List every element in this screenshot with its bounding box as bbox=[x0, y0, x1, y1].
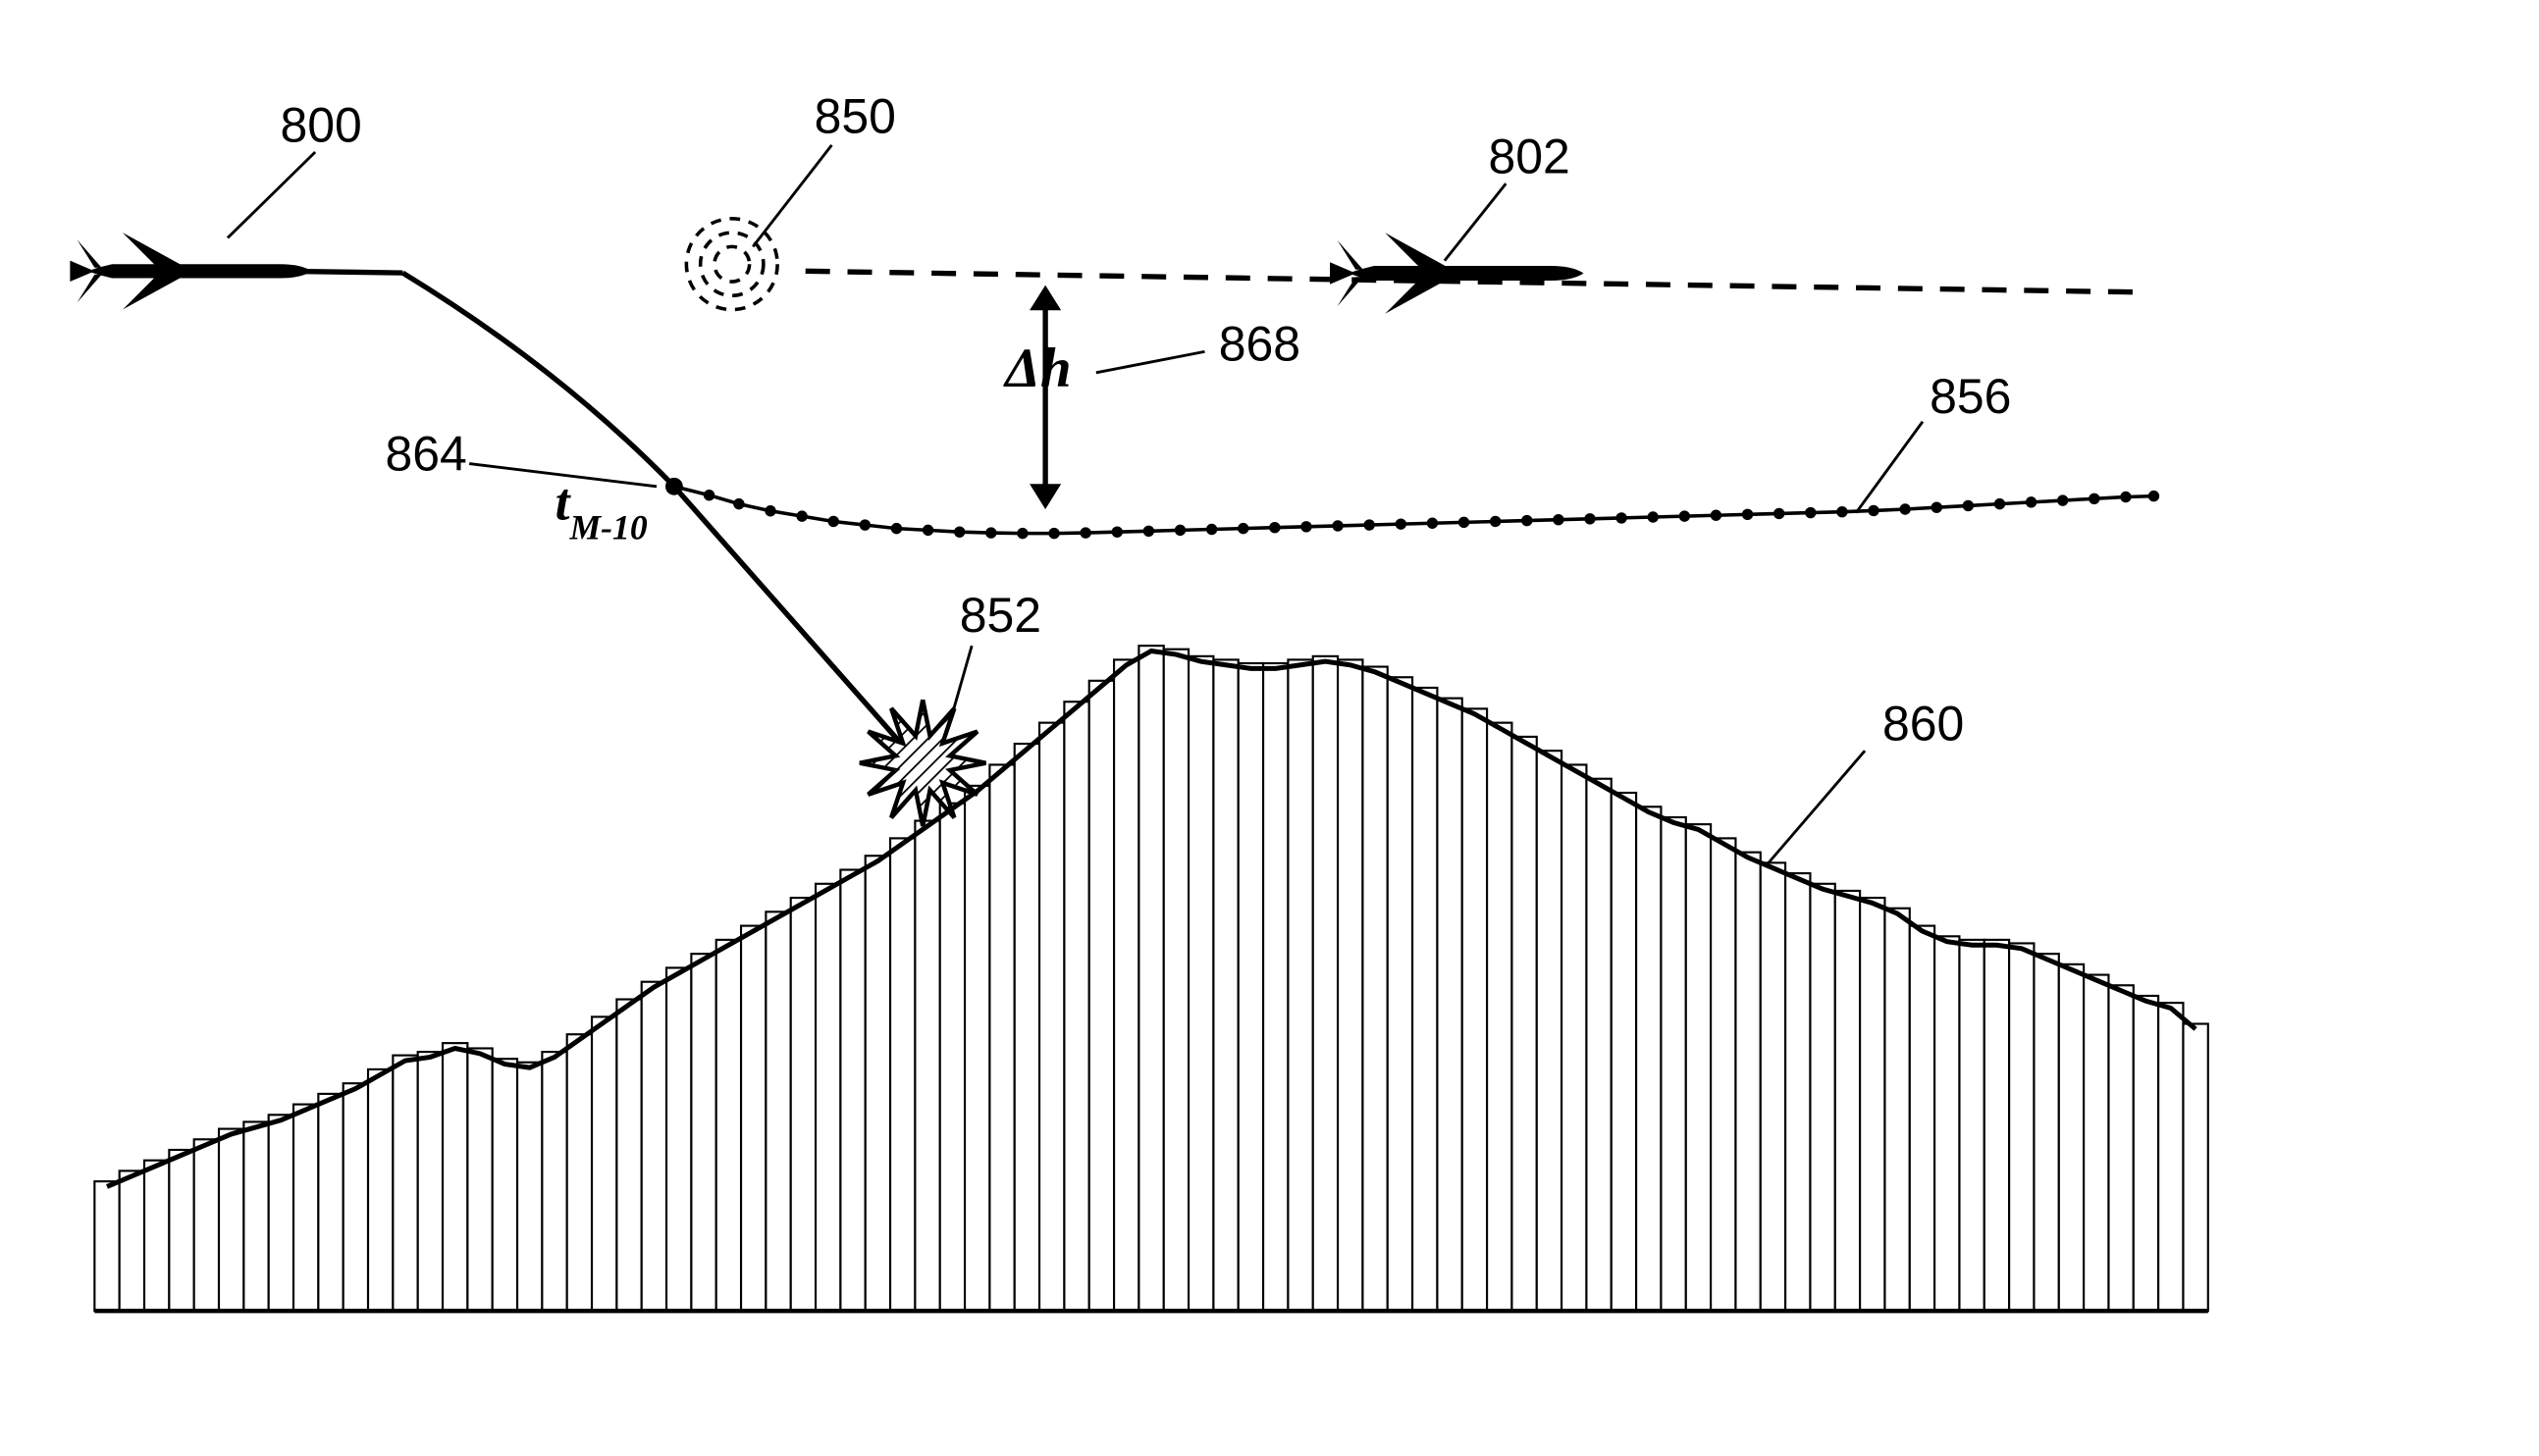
label-l852: 852 bbox=[960, 588, 1041, 643]
label-delta-h: Δh bbox=[1003, 338, 1072, 399]
label-l800: 800 bbox=[280, 97, 361, 152]
descent-path bbox=[402, 273, 910, 754]
label-l802: 802 bbox=[1489, 129, 1570, 183]
leader-l850 bbox=[753, 145, 831, 246]
label-l850: 850 bbox=[815, 88, 896, 143]
terrain-avoidance-diagram: 800850802868864856860852ΔhtM-10 bbox=[0, 0, 2539, 1456]
label-l868: 868 bbox=[1219, 316, 1300, 371]
leader-l860 bbox=[1769, 751, 1865, 862]
leader-l852 bbox=[951, 646, 972, 719]
label-l856: 856 bbox=[1930, 369, 2011, 424]
delta-h-arrow-up bbox=[1030, 286, 1061, 311]
leader-l868 bbox=[1096, 351, 1205, 372]
leader-l856 bbox=[1856, 422, 1923, 513]
target-ring-1 bbox=[701, 233, 764, 295]
target-ring-0 bbox=[714, 246, 750, 282]
leader-l802 bbox=[1445, 183, 1506, 261]
label-l864: 864 bbox=[386, 427, 467, 482]
aircraft-left-icon bbox=[70, 233, 311, 310]
label-l860: 860 bbox=[1882, 696, 1964, 751]
delta-h-arrow-down bbox=[1030, 484, 1061, 509]
leader-l800 bbox=[228, 152, 315, 237]
